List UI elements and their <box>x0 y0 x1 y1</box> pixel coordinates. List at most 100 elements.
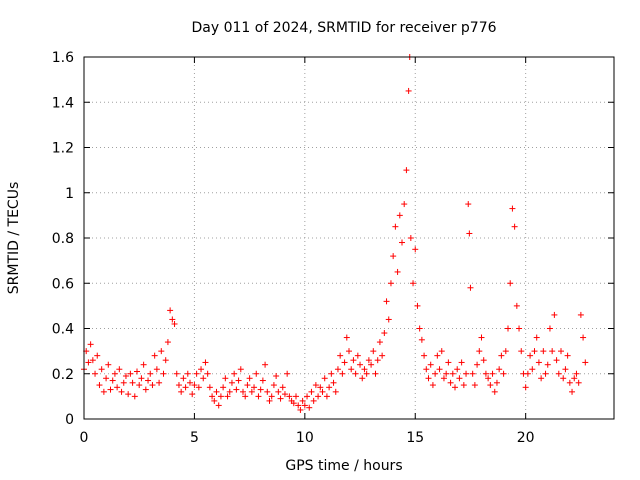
y-tick-label: 0.4 <box>52 322 74 338</box>
y-tick-label: 0 <box>65 412 74 428</box>
data-point <box>394 268 401 275</box>
data-point <box>363 370 370 377</box>
data-point <box>111 370 118 377</box>
data-point <box>215 402 222 409</box>
data-point <box>577 311 584 318</box>
data-point <box>248 388 255 395</box>
data-point <box>184 370 191 377</box>
data-point <box>372 370 379 377</box>
grid-layer <box>84 57 614 419</box>
data-point <box>374 357 381 364</box>
data-point <box>573 370 580 377</box>
data-point <box>436 366 443 373</box>
data-point <box>131 393 138 400</box>
x-tick-label: 10 <box>296 430 314 446</box>
data-point <box>275 388 282 395</box>
data-point <box>429 382 436 389</box>
data-point <box>365 357 372 364</box>
data-point <box>281 391 288 398</box>
data-point <box>200 375 207 382</box>
data-point <box>136 382 143 389</box>
data-point <box>564 352 571 359</box>
data-point <box>273 373 280 380</box>
y-tick-label: 1.6 <box>52 50 74 66</box>
data-point <box>213 388 220 395</box>
x-tick-label: 20 <box>517 430 535 446</box>
data-point <box>449 370 456 377</box>
data-point <box>116 366 123 373</box>
data-point <box>522 384 529 391</box>
x-tick-label: 15 <box>406 430 424 446</box>
data-point <box>94 352 101 359</box>
data-point <box>414 302 421 309</box>
data-point <box>531 348 538 355</box>
data-point <box>114 384 121 391</box>
data-point <box>100 388 107 395</box>
data-point <box>383 298 390 305</box>
data-point <box>142 386 149 393</box>
data-point <box>518 348 525 355</box>
data-point <box>379 352 386 359</box>
data-point <box>423 366 430 373</box>
x-tick-label: 5 <box>190 430 199 446</box>
data-point <box>193 370 200 377</box>
data-point <box>443 370 450 377</box>
data-point <box>204 370 211 377</box>
data-point <box>569 388 576 395</box>
data-point <box>421 352 428 359</box>
data-point <box>524 370 531 377</box>
y-tick-label: 1 <box>65 186 74 202</box>
data-point <box>140 361 147 368</box>
data-point <box>582 359 589 366</box>
data-point <box>403 167 410 174</box>
data-point <box>266 397 273 404</box>
data-point <box>156 379 163 386</box>
data-point <box>542 370 549 377</box>
data-point <box>147 370 154 377</box>
data-point <box>202 359 209 366</box>
data-point <box>187 379 193 386</box>
data-point <box>502 348 509 355</box>
data-point <box>456 375 463 382</box>
y-tick-label: 1.2 <box>52 141 74 157</box>
data-point <box>416 325 423 332</box>
data-point <box>220 384 227 391</box>
data-point <box>175 382 182 389</box>
data-point <box>246 375 253 382</box>
data-point <box>87 341 94 348</box>
data-point <box>257 386 264 393</box>
data-point <box>555 370 562 377</box>
data-point <box>253 370 260 377</box>
data-point <box>341 359 348 366</box>
data-point <box>498 352 505 359</box>
data-point <box>401 201 408 208</box>
data-point <box>211 397 218 404</box>
data-point <box>231 370 238 377</box>
y-tick-label: 0.6 <box>52 276 74 292</box>
data-point <box>482 370 489 377</box>
data-point <box>352 370 359 377</box>
data-point <box>447 379 454 386</box>
data-point <box>566 379 573 386</box>
data-point <box>580 334 587 341</box>
data-point <box>167 307 174 314</box>
data-point <box>538 375 545 382</box>
data-point <box>242 393 249 400</box>
data-point <box>396 212 403 219</box>
data-point <box>209 393 216 400</box>
data-point <box>491 388 498 395</box>
data-point <box>120 379 127 386</box>
data-point <box>465 201 472 208</box>
data-point <box>169 316 176 323</box>
data-point <box>466 230 473 237</box>
data-point <box>151 352 158 359</box>
data-point <box>244 382 251 389</box>
data-point <box>153 366 160 373</box>
data-point <box>109 377 116 384</box>
data-point <box>407 235 414 241</box>
data-point <box>489 370 496 377</box>
data-point <box>387 280 394 287</box>
data-point <box>412 246 419 253</box>
data-point <box>368 361 375 368</box>
